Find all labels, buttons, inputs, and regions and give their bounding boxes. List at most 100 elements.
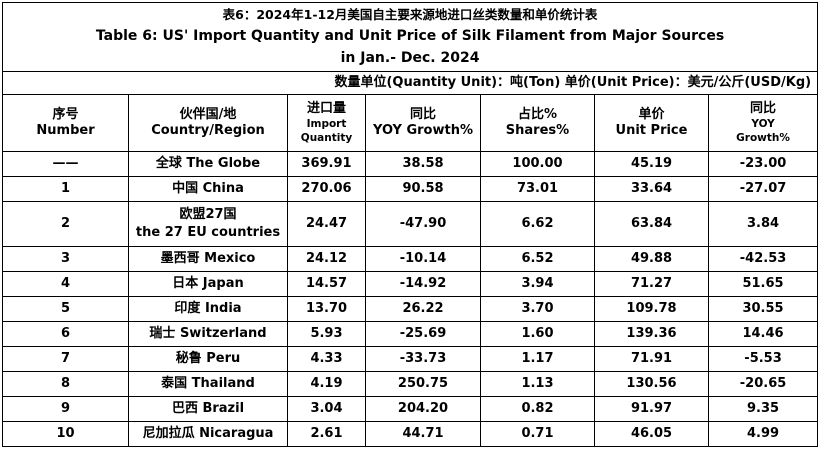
header-country-en: Country/Region bbox=[151, 123, 265, 138]
cell-number: 7 bbox=[2, 346, 129, 372]
table-row: 8 泰国 Thailand 4.19 250.75 1.13 130.56 -2… bbox=[2, 371, 819, 397]
cell-price-yoy: 30.55 bbox=[707, 296, 819, 322]
table-row: 3 墨西哥 Mexico 24.12 -10.14 6.52 49.88 -42… bbox=[2, 246, 819, 272]
cell-number: 9 bbox=[2, 396, 129, 422]
cell-country: 瑞士 Switzerland bbox=[128, 321, 288, 347]
cell-price: 109.78 bbox=[594, 296, 709, 322]
cell-share: 0.82 bbox=[480, 396, 595, 422]
cell-price: 45.19 bbox=[594, 151, 709, 177]
table-row: 2 欧盟27国 the 27 EU countries 24.47 -47.90… bbox=[2, 201, 819, 247]
cell-price: 33.64 bbox=[594, 176, 709, 202]
cell-quantity: 14.57 bbox=[287, 271, 366, 297]
header-country-cn: 伙伴国/地 bbox=[179, 107, 237, 122]
table-row: 4 日本 Japan 14.57 -14.92 3.94 71.27 51.65 bbox=[2, 271, 819, 297]
cell-number: —— bbox=[2, 151, 129, 177]
header-price-cn: 单价 bbox=[638, 107, 665, 122]
header-price-yoy-en2: Growth% bbox=[736, 132, 790, 144]
cell-price-yoy: 3.84 bbox=[707, 201, 819, 247]
cell-price: 46.05 bbox=[594, 421, 709, 447]
header-number: 序号 Number bbox=[2, 94, 129, 152]
table-title: 表6：2024年1-12月美国自主要来源地进口丝类数量和单价统计表 Table … bbox=[1, 2, 819, 72]
cell-country: 日本 Japan bbox=[128, 271, 288, 297]
header-price-yoy-cn: 同比 bbox=[750, 101, 777, 116]
cell-country-line1: 欧盟27国 bbox=[179, 207, 237, 222]
cell-number: 6 bbox=[2, 321, 129, 347]
cell-quantity: 24.12 bbox=[287, 246, 366, 272]
cell-quantity: 5.93 bbox=[287, 321, 366, 347]
cell-share: 6.62 bbox=[480, 201, 595, 247]
header-price-yoy: 同比 YOY Growth% bbox=[707, 94, 819, 152]
cell-price-yoy: 14.46 bbox=[707, 321, 819, 347]
header-quantity: 进口量 Import Quantity bbox=[287, 94, 366, 152]
cell-yoy: 250.75 bbox=[365, 371, 481, 397]
cell-yoy: -33.73 bbox=[365, 346, 481, 372]
header-share: 占比% Shares% bbox=[480, 94, 595, 152]
cell-number: 3 bbox=[2, 246, 129, 272]
cell-number: 1 bbox=[2, 176, 129, 202]
header-number-en: Number bbox=[36, 123, 95, 138]
cell-country: 巴西 Brazil bbox=[128, 396, 288, 422]
header-quantity-cn: 进口量 bbox=[306, 101, 346, 116]
cell-quantity: 4.19 bbox=[287, 371, 366, 397]
unit-row: 数量单位(Quantity Unit)：吨(Ton) 单价(Unit Price… bbox=[1, 71, 819, 95]
cell-share: 1.13 bbox=[480, 371, 595, 397]
cell-yoy: 26.22 bbox=[365, 296, 481, 322]
cell-price-yoy: -23.00 bbox=[707, 151, 819, 177]
cell-yoy: -10.14 bbox=[365, 246, 481, 272]
cell-share: 3.70 bbox=[480, 296, 595, 322]
cell-price-yoy: -20.65 bbox=[707, 371, 819, 397]
table-row-globe: —— 全球 The Globe 369.91 38.58 100.00 45.1… bbox=[2, 151, 819, 177]
header-price: 单价 Unit Price bbox=[594, 94, 709, 152]
cell-share: 1.60 bbox=[480, 321, 595, 347]
cell-share: 6.52 bbox=[480, 246, 595, 272]
title-en-line2: in Jan.- Dec. 2024 bbox=[340, 50, 480, 66]
cell-yoy: 204.20 bbox=[365, 396, 481, 422]
cell-number: 10 bbox=[2, 421, 129, 447]
header-share-cn: 占比% bbox=[517, 107, 558, 122]
header-country: 伙伴国/地 Country/Region bbox=[128, 94, 288, 152]
cell-quantity: 4.33 bbox=[287, 346, 366, 372]
cell-country: 尼加拉瓜 Nicaragua bbox=[128, 421, 288, 447]
header-yoy-cn: 同比 bbox=[409, 107, 436, 122]
cell-quantity: 13.70 bbox=[287, 296, 366, 322]
cell-price: 139.36 bbox=[594, 321, 709, 347]
title-row: 表6：2024年1-12月美国自主要来源地进口丝类数量和单价统计表 Table … bbox=[1, 2, 819, 72]
title-en-line1: Table 6: US' Import Quantity and Unit Pr… bbox=[95, 28, 725, 44]
cell-quantity: 3.04 bbox=[287, 396, 366, 422]
cell-country: 印度 India bbox=[128, 296, 288, 322]
header-row: 序号 Number 伙伴国/地 Country/Region 进口量 Impor… bbox=[2, 94, 819, 152]
cell-price-yoy: 4.99 bbox=[707, 421, 819, 447]
unit-note: 数量单位(Quantity Unit)：吨(Ton) 单价(Unit Price… bbox=[1, 71, 819, 95]
header-yoy: 同比 YOY Growth% bbox=[365, 94, 481, 152]
header-quantity-en1: Import bbox=[306, 118, 347, 130]
table-row: 7 秘鲁 Peru 4.33 -33.73 1.17 71.91 -5.53 bbox=[2, 346, 819, 372]
cell-price-yoy: -42.53 bbox=[707, 246, 819, 272]
header-quantity-en2: Quantity bbox=[300, 132, 353, 144]
cell-quantity: 270.06 bbox=[287, 176, 366, 202]
cell-price-yoy: 51.65 bbox=[707, 271, 819, 297]
cell-country: 中国 China bbox=[128, 176, 288, 202]
cell-number: 2 bbox=[2, 201, 129, 247]
cell-yoy: -47.90 bbox=[365, 201, 481, 247]
cell-country: 泰国 Thailand bbox=[128, 371, 288, 397]
cell-price: 71.27 bbox=[594, 271, 709, 297]
cell-yoy: -25.69 bbox=[365, 321, 481, 347]
cell-price: 71.91 bbox=[594, 346, 709, 372]
cell-share: 73.01 bbox=[480, 176, 595, 202]
table-row: 10 尼加拉瓜 Nicaragua 2.61 44.71 0.71 46.05 … bbox=[2, 421, 819, 447]
cell-number: 5 bbox=[2, 296, 129, 322]
cell-number: 4 bbox=[2, 271, 129, 297]
cell-yoy: 38.58 bbox=[365, 151, 481, 177]
cell-number: 8 bbox=[2, 371, 129, 397]
table-row: 1 中国 China 270.06 90.58 73.01 33.64 -27.… bbox=[2, 176, 819, 202]
cell-country: 秘鲁 Peru bbox=[128, 346, 288, 372]
cell-country: 全球 The Globe bbox=[128, 151, 288, 177]
cell-share: 1.17 bbox=[480, 346, 595, 372]
cell-price: 49.88 bbox=[594, 246, 709, 272]
cell-price: 130.56 bbox=[594, 371, 709, 397]
cell-share: 0.71 bbox=[480, 421, 595, 447]
table-row: 9 巴西 Brazil 3.04 204.20 0.82 91.97 9.35 bbox=[2, 396, 819, 422]
cell-price-yoy: -27.07 bbox=[707, 176, 819, 202]
cell-share: 3.94 bbox=[480, 271, 595, 297]
